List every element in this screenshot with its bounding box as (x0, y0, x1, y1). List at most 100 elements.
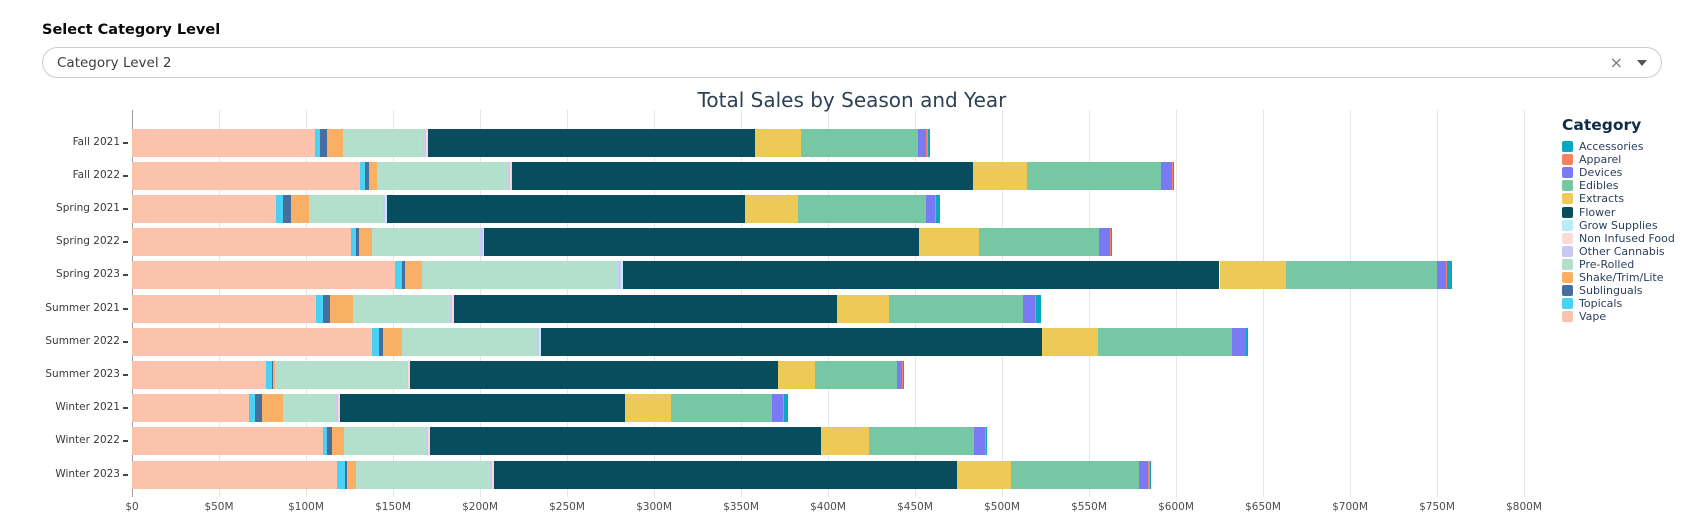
legend-item-edibles[interactable]: Edibles (1562, 179, 1690, 192)
bar-segment-devices[interactable] (974, 427, 986, 456)
bar-segment-shake-trim-lite[interactable] (382, 327, 402, 356)
bar-segment-shake-trim-lite[interactable] (326, 128, 343, 157)
bar-segment-sublinguals[interactable] (322, 294, 331, 323)
bar-segment-apparel[interactable] (901, 361, 903, 389)
bar-segment-topicals[interactable] (276, 195, 284, 223)
bar-segment-devices[interactable] (1098, 228, 1110, 257)
bar-segment-vape[interactable] (132, 228, 352, 257)
bar-segment-other-cannabis[interactable] (422, 128, 427, 157)
bar-segment-flower[interactable] (493, 460, 957, 489)
bar-segment-flower[interactable] (339, 394, 626, 423)
bar-segment-non-infused-food[interactable] (510, 161, 512, 190)
bar-segment-accessories[interactable] (1110, 228, 1112, 257)
bar-segment-non-infused-food[interactable] (492, 460, 494, 489)
bar-segment-other-cannabis[interactable] (382, 195, 386, 223)
bar-segment-grow-supplies[interactable] (540, 327, 541, 356)
bar-segment-non-infused-food[interactable] (426, 128, 427, 157)
legend-item-accessories[interactable]: Accessories (1562, 140, 1690, 153)
bar-segment-apparel[interactable] (985, 427, 987, 456)
legend-item-apparel[interactable]: Apparel (1562, 153, 1690, 166)
bar-segment-sublinguals[interactable] (365, 161, 369, 190)
legend-item-shake-trim-lite[interactable]: Shake/Trim/Lite (1562, 271, 1690, 284)
bar-segment-grow-supplies[interactable] (339, 394, 340, 423)
bar-segment-edibles[interactable] (1010, 460, 1140, 489)
bar-segment-extracts[interactable] (754, 128, 802, 157)
bar-segment-topicals[interactable] (359, 161, 366, 190)
bar-segment-other-cannabis[interactable] (406, 361, 408, 389)
bar-segment-non-infused-food[interactable] (385, 195, 387, 223)
bar-segment-shake-trim-lite[interactable] (291, 195, 310, 223)
bar-segment-grow-supplies[interactable] (408, 361, 410, 389)
bar-segment-topicals[interactable] (248, 394, 255, 423)
bar-segment-shake-trim-lite[interactable] (261, 394, 283, 423)
legend-item-non-infused-food[interactable]: Non Infused Food (1562, 232, 1690, 245)
bar-segment-flower[interactable] (540, 327, 1042, 356)
bar-segment-shake-trim-lite[interactable] (359, 228, 373, 257)
bar-segment-other-cannabis[interactable] (450, 294, 453, 323)
bar-segment-extracts[interactable] (836, 294, 889, 323)
bar-segment-accessories[interactable] (1173, 161, 1175, 190)
bar-segment-accessories[interactable] (1246, 327, 1249, 356)
bar-segment-pre-rolled[interactable] (274, 361, 407, 389)
bar-segment-other-cannabis[interactable] (426, 427, 428, 456)
bar-segment-vape[interactable] (132, 294, 317, 323)
bar-segment-shake-trim-lite[interactable] (272, 361, 275, 389)
legend-item-pre-rolled[interactable]: Pre-Rolled (1562, 258, 1690, 271)
bar-segment-accessories[interactable] (986, 427, 988, 456)
bar-segment-other-cannabis[interactable] (490, 460, 493, 489)
legend-item-topicals[interactable]: Topicals (1562, 297, 1690, 310)
bar-segment-devices[interactable] (926, 195, 935, 223)
bar-segment-vape[interactable] (132, 327, 373, 356)
bar-segment-sublinguals[interactable] (283, 195, 292, 223)
bar-segment-flower[interactable] (453, 294, 837, 323)
bar-segment-non-infused-food[interactable] (482, 228, 484, 257)
bar-segment-extracts[interactable] (625, 394, 672, 423)
bar-segment-other-cannabis[interactable] (507, 161, 511, 190)
bar-segment-pre-rolled[interactable] (401, 327, 538, 356)
bar-segment-apparel[interactable] (782, 394, 784, 423)
legend-item-vape[interactable]: Vape (1562, 310, 1690, 323)
bar-segment-shake-trim-lite[interactable] (405, 261, 422, 290)
bar-segment-pre-rolled[interactable] (309, 195, 383, 223)
bar-segment-extracts[interactable] (745, 195, 798, 223)
bar-segment-sublinguals[interactable] (401, 261, 406, 290)
bar-segment-accessories[interactable] (935, 195, 941, 223)
bar-segment-accessories[interactable] (902, 361, 904, 389)
bar-segment-vape[interactable] (132, 195, 277, 223)
bar-segment-other-cannabis[interactable] (618, 261, 621, 290)
bar-segment-topicals[interactable] (265, 361, 273, 389)
bar-segment-devices[interactable] (1139, 460, 1149, 489)
bar-segment-vape[interactable] (132, 261, 395, 290)
bar-segment-flower[interactable] (622, 261, 1220, 290)
bar-segment-grow-supplies[interactable] (621, 261, 623, 290)
bar-segment-non-infused-food[interactable] (407, 361, 409, 389)
bar-segment-apparel[interactable] (935, 195, 936, 223)
bar-segment-apparel[interactable] (1245, 327, 1247, 356)
bar-segment-non-infused-food[interactable] (539, 327, 541, 356)
bar-segment-topicals[interactable] (372, 327, 380, 356)
bar-segment-extracts[interactable] (956, 460, 1011, 489)
category-level-select[interactable]: Category Level 2 × (42, 47, 1662, 78)
bar-segment-devices[interactable] (1231, 327, 1246, 356)
bar-segment-apparel[interactable] (1148, 460, 1150, 489)
bar-segment-edibles[interactable] (1097, 327, 1232, 356)
bar-segment-devices[interactable] (1161, 161, 1172, 190)
bar-segment-devices[interactable] (917, 128, 927, 157)
bar-segment-shake-trim-lite[interactable] (330, 294, 353, 323)
bar-segment-accessories[interactable] (928, 128, 930, 157)
bar-segment-flower[interactable] (484, 228, 920, 257)
bar-segment-accessories[interactable] (1447, 261, 1452, 290)
bar-segment-pre-rolled[interactable] (282, 394, 337, 423)
bar-segment-extracts[interactable] (1042, 327, 1098, 356)
bar-segment-shake-trim-lite[interactable] (368, 161, 378, 190)
bar-segment-non-infused-food[interactable] (452, 294, 454, 323)
bar-segment-grow-supplies[interactable] (426, 128, 428, 157)
bar-segment-grow-supplies[interactable] (453, 294, 454, 323)
bar-segment-edibles[interactable] (814, 361, 897, 389)
bar-segment-sublinguals[interactable] (272, 361, 273, 389)
bar-segment-edibles[interactable] (801, 128, 918, 157)
bar-segment-pre-rolled[interactable] (356, 460, 491, 489)
bar-segment-edibles[interactable] (1285, 261, 1437, 290)
bar-segment-topicals[interactable] (351, 228, 356, 257)
bar-segment-edibles[interactable] (797, 195, 927, 223)
